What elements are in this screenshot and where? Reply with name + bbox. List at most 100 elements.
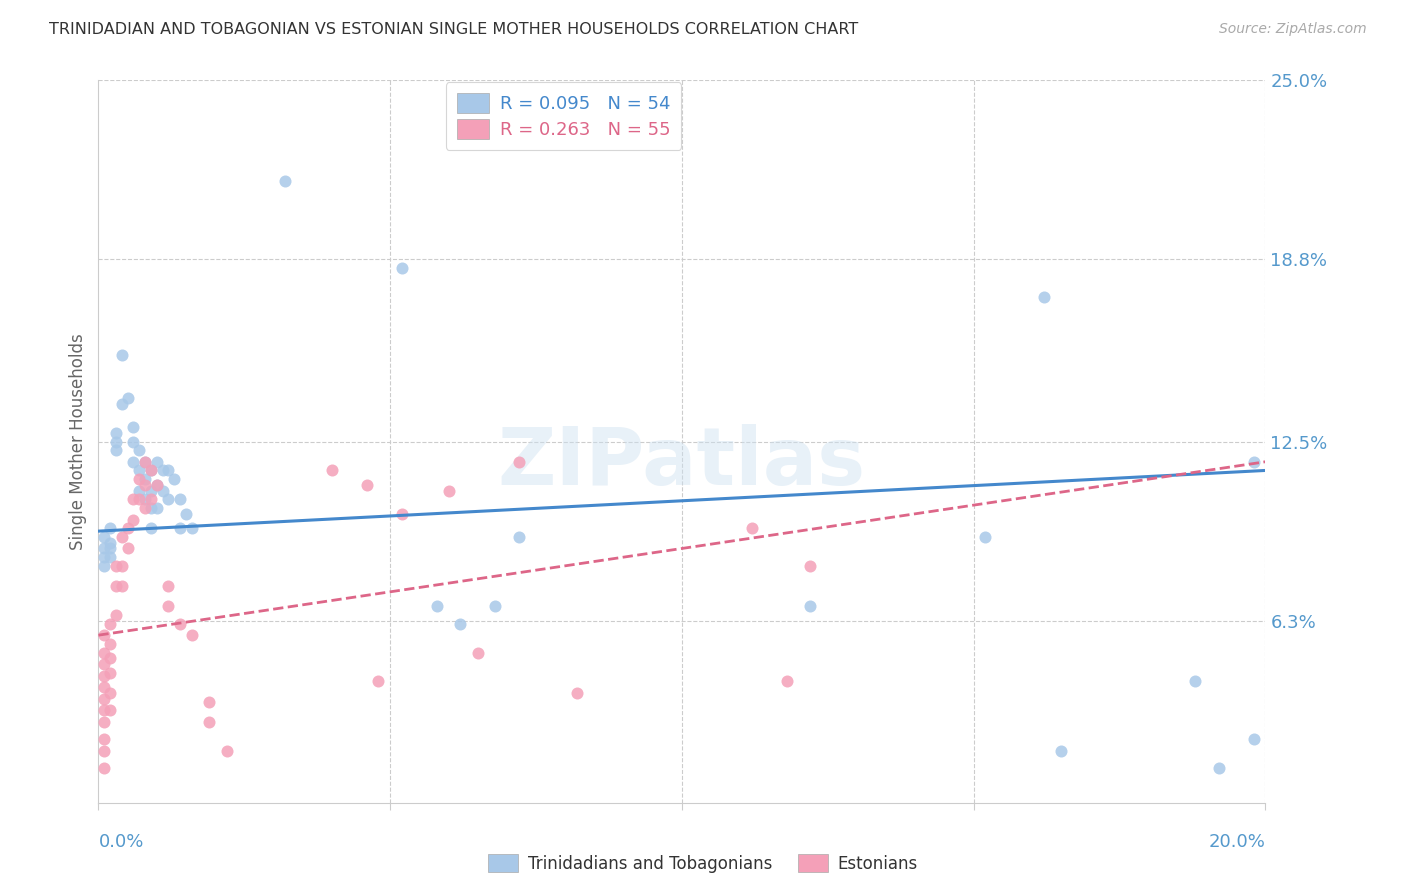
- Point: [139, 463, 162, 477]
- Point: [104, 425, 127, 440]
- Point: [169, 492, 191, 507]
- Point: [104, 607, 127, 622]
- Point: [93, 628, 115, 642]
- Point: [122, 512, 145, 526]
- Point: [122, 492, 145, 507]
- Point: [776, 674, 799, 689]
- Text: ZIPatlas: ZIPatlas: [498, 425, 866, 502]
- Point: [98, 703, 121, 717]
- Point: [180, 628, 202, 642]
- Point: [274, 174, 297, 188]
- Point: [111, 397, 134, 411]
- Point: [1243, 455, 1265, 469]
- Point: [146, 478, 169, 492]
- Point: [93, 691, 115, 706]
- Point: [152, 483, 174, 498]
- Point: [139, 483, 162, 498]
- Point: [1032, 290, 1054, 304]
- Point: [508, 530, 530, 544]
- Point: [134, 492, 156, 507]
- Point: [134, 472, 156, 486]
- Point: [93, 732, 115, 747]
- Point: [152, 463, 174, 477]
- Point: [98, 521, 121, 535]
- Point: [484, 599, 506, 614]
- Point: [98, 686, 121, 700]
- Point: [157, 492, 180, 507]
- Point: [157, 599, 180, 614]
- Point: [146, 478, 169, 492]
- Point: [565, 686, 588, 700]
- Point: [139, 492, 162, 507]
- Point: [98, 665, 121, 680]
- Point: [1050, 744, 1073, 758]
- Point: [139, 501, 162, 516]
- Point: [139, 463, 162, 477]
- Point: [128, 472, 150, 486]
- Point: [174, 507, 197, 521]
- Point: [128, 463, 150, 477]
- Point: [391, 507, 413, 521]
- Y-axis label: Single Mother Households: Single Mother Households: [69, 334, 87, 549]
- Point: [391, 261, 413, 276]
- Point: [799, 558, 821, 573]
- Text: Source: ZipAtlas.com: Source: ZipAtlas.com: [1219, 22, 1367, 37]
- Text: TRINIDADIAN AND TOBAGONIAN VS ESTONIAN SINGLE MOTHER HOUSEHOLDS CORRELATION CHAR: TRINIDADIAN AND TOBAGONIAN VS ESTONIAN S…: [49, 22, 859, 37]
- Point: [98, 535, 121, 549]
- Point: [104, 558, 127, 573]
- Point: [508, 455, 530, 469]
- Point: [98, 550, 121, 565]
- Point: [146, 501, 169, 516]
- Point: [93, 668, 115, 682]
- Text: 0.0%: 0.0%: [98, 833, 143, 851]
- Point: [321, 463, 343, 477]
- Point: [93, 714, 115, 729]
- Point: [356, 478, 378, 492]
- Point: [128, 492, 150, 507]
- Point: [117, 521, 139, 535]
- Point: [122, 434, 145, 449]
- Point: [128, 483, 150, 498]
- Point: [93, 541, 115, 556]
- Point: [1184, 674, 1206, 689]
- Point: [134, 478, 156, 492]
- Point: [117, 541, 139, 556]
- Point: [98, 651, 121, 665]
- Point: [449, 616, 471, 631]
- Point: [111, 579, 134, 593]
- Point: [117, 391, 139, 405]
- Point: [93, 680, 115, 694]
- Point: [157, 463, 180, 477]
- Point: [104, 579, 127, 593]
- Point: [1208, 761, 1230, 775]
- Point: [104, 443, 127, 458]
- Point: [437, 483, 460, 498]
- Point: [134, 455, 156, 469]
- Point: [180, 521, 202, 535]
- Point: [163, 472, 186, 486]
- Point: [198, 695, 221, 709]
- Point: [741, 521, 763, 535]
- Point: [157, 579, 180, 593]
- Text: 20.0%: 20.0%: [1209, 833, 1265, 851]
- Point: [111, 558, 134, 573]
- Point: [426, 599, 449, 614]
- Point: [215, 744, 238, 758]
- Point: [467, 646, 489, 660]
- Legend: R = 0.095   N = 54, R = 0.263   N = 55: R = 0.095 N = 54, R = 0.263 N = 55: [446, 82, 682, 150]
- Point: [93, 646, 115, 660]
- Point: [169, 521, 191, 535]
- Point: [128, 443, 150, 458]
- Point: [139, 521, 162, 535]
- Point: [367, 674, 389, 689]
- Point: [98, 541, 121, 556]
- Point: [122, 420, 145, 434]
- Point: [146, 455, 169, 469]
- Point: [93, 657, 115, 671]
- Point: [93, 550, 115, 565]
- Point: [799, 599, 821, 614]
- Point: [93, 761, 115, 775]
- Point: [134, 455, 156, 469]
- Point: [93, 703, 115, 717]
- Point: [93, 558, 115, 573]
